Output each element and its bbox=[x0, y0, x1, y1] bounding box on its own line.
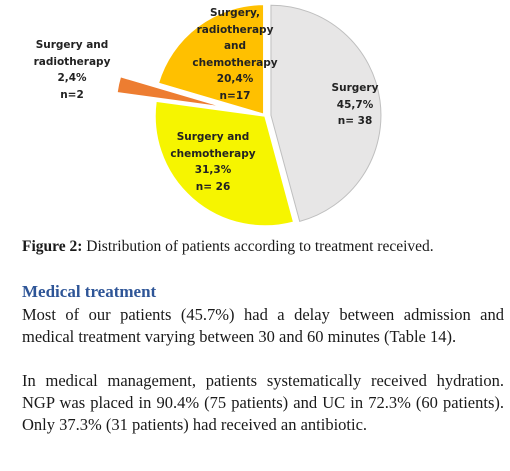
caption-text: Distribution of patients according to tr… bbox=[86, 238, 434, 255]
category-label: Surgery bbox=[331, 82, 379, 94]
count-label: n=2 bbox=[60, 88, 84, 101]
pie-chart: Surgery 45,7% n= 38 Surgery and chemothe… bbox=[0, 0, 510, 232]
slice-label: Surgery, radiotherapy and chemotherapy 2… bbox=[189, 5, 281, 104]
value-label: 2,4% bbox=[57, 72, 87, 84]
paragraph: In medical management, patients systemat… bbox=[22, 371, 504, 434]
paragraph: Most of our patients (45.7%) had a delay… bbox=[22, 305, 504, 346]
count-label: n= 38 bbox=[337, 115, 373, 127]
pie-slice bbox=[116, 75, 227, 109]
count-label: n= 26 bbox=[195, 180, 231, 193]
slice-label: Surgery and chemotherapy 31,3% n= 26 bbox=[167, 129, 259, 195]
category-label: Surgery, radiotherapy and chemotherapy bbox=[192, 7, 278, 69]
category-label: Surgery and chemotherapy bbox=[170, 131, 256, 160]
slice-label: Surgery and radiotherapy 2,4% n=2 bbox=[26, 37, 118, 103]
pie-slice bbox=[157, 3, 265, 116]
pie-svg bbox=[116, 3, 382, 227]
slice-label: Surgery 45,7% n= 38 bbox=[309, 80, 401, 130]
caption-label: Figure 2: bbox=[22, 238, 83, 255]
count-label: n=17 bbox=[219, 89, 251, 102]
category-label: Surgery and radiotherapy bbox=[33, 39, 111, 68]
value-label: 20,4% bbox=[216, 73, 254, 85]
figure-caption: Figure 2: Distribution of patients accor… bbox=[22, 238, 434, 256]
value-label: 45,7% bbox=[336, 98, 374, 111]
pie-slice bbox=[154, 100, 295, 227]
section-heading: Medical treatment bbox=[22, 282, 157, 301]
pie-slice bbox=[270, 4, 382, 222]
value-label: 31,3% bbox=[194, 164, 232, 176]
